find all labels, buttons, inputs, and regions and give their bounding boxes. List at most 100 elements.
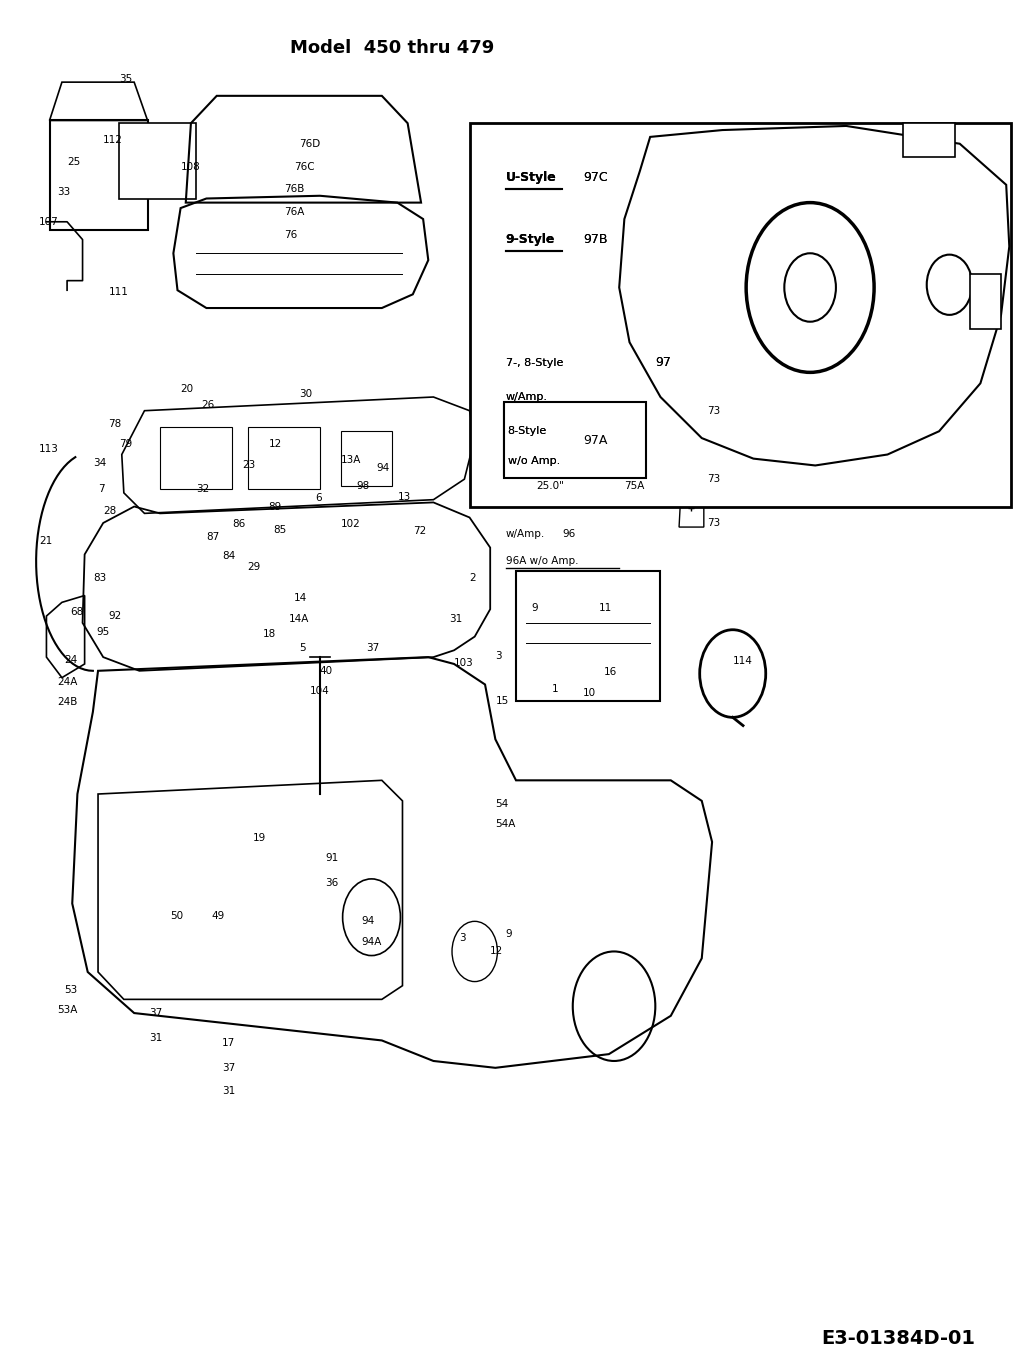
- Text: 17: 17: [222, 1038, 235, 1049]
- Bar: [50, 120, 148, 230]
- Text: w/o Amp.: w/o Amp.: [508, 456, 560, 467]
- Text: 73: 73: [707, 405, 720, 416]
- Text: 68: 68: [70, 606, 84, 617]
- Text: w/Amp.: w/Amp.: [506, 392, 548, 402]
- Text: 76B: 76B: [284, 183, 304, 194]
- Text: 97A: 97A: [583, 434, 608, 448]
- Text: 40: 40: [320, 665, 333, 676]
- Text: 20: 20: [181, 383, 194, 394]
- Text: 104: 104: [310, 686, 329, 697]
- Text: 3: 3: [459, 932, 465, 943]
- Text: 96: 96: [562, 528, 576, 539]
- Text: 84: 84: [222, 550, 235, 561]
- Text: 9-Style: 9-Style: [506, 233, 555, 246]
- Text: 12: 12: [490, 946, 504, 957]
- Text: 37: 37: [150, 1008, 163, 1019]
- Text: 7: 7: [98, 483, 104, 494]
- Text: 35: 35: [119, 74, 132, 85]
- Bar: [470, 123, 1011, 507]
- Text: 92: 92: [108, 611, 122, 622]
- Text: 10: 10: [583, 687, 596, 698]
- Text: w/Amp.: w/Amp.: [506, 528, 545, 539]
- Text: 21: 21: [39, 535, 53, 546]
- Text: 50: 50: [170, 910, 184, 921]
- Text: 113: 113: [39, 444, 59, 455]
- Text: 36: 36: [325, 878, 338, 888]
- Text: 28: 28: [103, 505, 117, 516]
- Text: 78: 78: [108, 419, 122, 430]
- Text: w/o Amp.: w/o Amp.: [508, 456, 560, 467]
- Text: 33: 33: [57, 186, 70, 197]
- Text: w/o Amp.: w/o Amp.: [508, 456, 560, 467]
- Text: 16: 16: [604, 667, 617, 678]
- Text: 97C: 97C: [583, 171, 608, 185]
- Text: 75A: 75A: [624, 481, 645, 491]
- Text: 9-Style: 9-Style: [506, 233, 555, 246]
- Text: 97: 97: [655, 356, 671, 370]
- Text: 86: 86: [232, 519, 246, 530]
- Text: 8-Style: 8-Style: [508, 426, 547, 437]
- Text: 96A w/o Amp.: 96A w/o Amp.: [506, 556, 578, 567]
- Text: 97: 97: [655, 356, 671, 370]
- Text: 1: 1: [552, 683, 558, 694]
- Text: 13: 13: [397, 491, 411, 502]
- Bar: [504, 404, 643, 475]
- Text: 98: 98: [356, 481, 369, 491]
- Text: U-Style: U-Style: [506, 171, 556, 185]
- Text: 9: 9: [531, 602, 538, 613]
- Text: 94A: 94A: [361, 936, 382, 947]
- Text: 2: 2: [470, 572, 476, 583]
- Bar: [248, 427, 320, 489]
- Text: 8-Style: 8-Style: [508, 426, 547, 437]
- Text: 37: 37: [366, 642, 380, 653]
- Text: 108: 108: [181, 162, 200, 172]
- Bar: [903, 123, 955, 157]
- Bar: [160, 427, 232, 489]
- Text: 73: 73: [707, 474, 720, 485]
- Text: 85: 85: [273, 524, 287, 535]
- Text: 31: 31: [150, 1032, 163, 1043]
- Text: 34: 34: [93, 457, 106, 468]
- Text: 54A: 54A: [495, 819, 516, 830]
- Text: 31: 31: [222, 1086, 235, 1097]
- Text: 18: 18: [263, 628, 277, 639]
- Text: 23: 23: [243, 460, 256, 471]
- Text: 89: 89: [268, 501, 282, 512]
- Text: 72: 72: [413, 526, 426, 537]
- Text: 3: 3: [495, 650, 502, 661]
- Text: Model  450 thru 479: Model 450 thru 479: [290, 38, 494, 57]
- Text: 103: 103: [454, 657, 474, 668]
- Bar: [119, 123, 196, 199]
- Bar: [341, 431, 392, 486]
- Text: 9: 9: [506, 928, 512, 939]
- Text: 25.0": 25.0": [537, 481, 565, 491]
- Text: 97B: 97B: [583, 233, 608, 246]
- Text: 97A: 97A: [583, 434, 608, 448]
- Text: 53: 53: [64, 984, 77, 995]
- Text: 13A: 13A: [341, 455, 361, 465]
- Text: w/Amp.: w/Amp.: [506, 392, 548, 402]
- Text: 76: 76: [284, 230, 297, 241]
- Text: 111: 111: [108, 286, 128, 297]
- Text: 7-, 8-Style: 7-, 8-Style: [506, 357, 563, 368]
- Text: 83: 83: [93, 572, 106, 583]
- Text: 114: 114: [733, 656, 752, 667]
- Text: 24B: 24B: [57, 697, 77, 708]
- Text: 87: 87: [206, 531, 220, 542]
- Text: 54: 54: [495, 798, 509, 809]
- Text: 11: 11: [599, 602, 612, 613]
- Text: 29: 29: [248, 561, 261, 572]
- Text: 112: 112: [103, 134, 123, 145]
- Text: 19: 19: [253, 832, 266, 843]
- Text: 24A: 24A: [57, 676, 77, 687]
- Text: 30: 30: [299, 389, 313, 400]
- Text: 18.5": 18.5": [537, 455, 565, 465]
- Text: 25: 25: [67, 156, 80, 167]
- Text: 79: 79: [119, 438, 132, 449]
- Text: 95: 95: [96, 627, 109, 638]
- Text: U-Style: U-Style: [506, 171, 556, 185]
- Text: E3-01384D-01: E3-01384D-01: [820, 1329, 975, 1348]
- Text: 5: 5: [299, 642, 305, 653]
- Text: 97C: 97C: [583, 171, 608, 185]
- Text: 94: 94: [377, 463, 390, 474]
